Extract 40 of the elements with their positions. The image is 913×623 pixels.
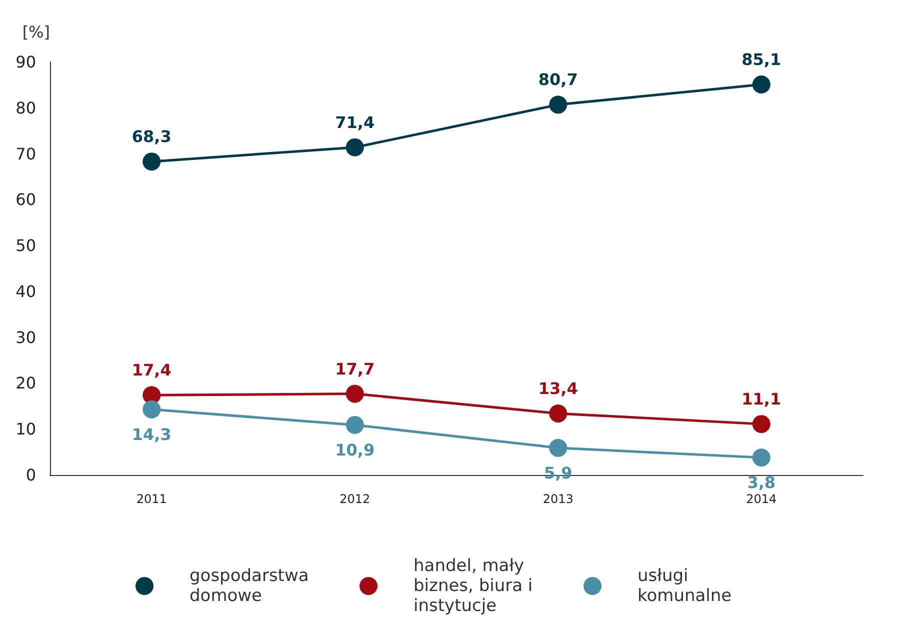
data-label: 13,4 [538,379,578,398]
data-label: 17,7 [335,359,375,378]
point [549,404,568,423]
y-tick-label: 40 [16,282,36,301]
point [752,448,770,467]
y-tick-label: 30 [16,328,36,347]
x-tick-label: 2012 [340,492,370,506]
data-label: 71,4 [335,112,375,132]
legend-label: handel, mały biznes, biura i instytucje [414,556,538,616]
y-tick-label: 20 [16,374,36,393]
point [142,152,161,171]
data-label: 85,1 [742,50,782,69]
point [346,138,364,156]
legend-label: gospodarstwa domowe [190,566,314,606]
y-tick-label: 90 [16,52,36,72]
y-tick-label: 50 [16,236,36,256]
point [142,400,161,418]
y-tick-label: 0 [26,466,36,484]
point [549,438,568,457]
legend-label: usługi komunalne [638,566,732,606]
data-label: 14,3 [132,424,172,444]
y-tick-label: 70 [16,144,36,164]
point [549,96,568,114]
data-label: 17,4 [132,360,172,380]
point [346,416,364,434]
point [752,415,770,434]
y-tick-label: 80 [16,98,36,118]
data-label: 10,9 [335,440,375,460]
y-tick-label: 60 [16,190,36,210]
point [752,75,770,94]
x-tick-label: 2014 [746,492,777,506]
data-label: 11,1 [742,390,782,409]
x-tick-label: 2011 [136,492,167,506]
point [346,384,364,403]
data-label: 3,8 [747,473,776,492]
data-label: 80,7 [538,70,578,90]
x-tick-label: 2013 [542,492,574,506]
y-tick-label: 10 [16,420,36,439]
data-label: 68,3 [132,127,172,146]
y-axis-title: [%] [22,22,50,42]
